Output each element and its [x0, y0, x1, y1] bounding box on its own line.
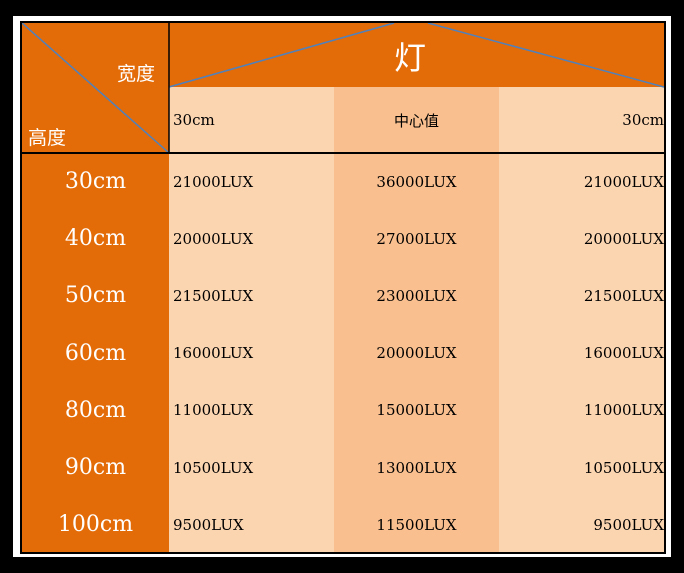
value-right: 20000LUX: [583, 229, 664, 248]
value-right: 16000LUX: [583, 344, 664, 363]
lamp-label: 灯: [394, 39, 427, 77]
value-left: 10500LUX: [173, 458, 254, 477]
row-height-label: 40cm: [64, 226, 127, 252]
value-left: 21000LUX: [173, 172, 254, 191]
row-height-label: 50cm: [64, 283, 127, 309]
diagonal-lines: [22, 23, 664, 154]
value-center: 36000LUX: [376, 172, 457, 191]
value-right: 21500LUX: [583, 286, 664, 305]
value-right: 11000LUX: [583, 401, 664, 420]
column-header-center: 中心值: [393, 111, 439, 130]
value-left: 20000LUX: [173, 229, 254, 248]
illuminance-table: 宽度 高度 灯 30cm 中心值 30cm 30cm 21000LUX 36000L…: [20, 21, 666, 554]
value-center: 23000LUX: [376, 286, 457, 305]
row-height-label: 60cm: [64, 340, 127, 366]
height-column: [22, 23, 169, 552]
row-height-label: 80cm: [64, 397, 127, 423]
value-center: 15000LUX: [376, 401, 457, 420]
value-center: 13000LUX: [376, 458, 457, 477]
value-center: 20000LUX: [376, 344, 457, 363]
column-header-right: 30cm: [622, 111, 664, 129]
value-left: 16000LUX: [173, 344, 254, 363]
value-left: 11000LUX: [173, 401, 254, 420]
row-height-label: 100cm: [57, 512, 134, 538]
value-right: 21000LUX: [583, 172, 664, 191]
lamp-header: [169, 23, 664, 87]
value-center: 11500LUX: [376, 515, 457, 534]
value-left: 21500LUX: [173, 286, 254, 305]
center-column-bg: [334, 87, 499, 552]
column-header-left: 30cm: [173, 111, 215, 129]
width-label: 宽度: [117, 63, 156, 85]
row-height-label: 30cm: [64, 169, 127, 194]
value-left: 9500LUX: [173, 515, 244, 534]
value-right: 9500LUX: [593, 515, 664, 534]
value-center: 27000LUX: [376, 229, 457, 248]
height-label: 高度: [28, 127, 67, 149]
row-height-label: 90cm: [64, 455, 127, 480]
value-right: 10500LUX: [583, 458, 664, 477]
